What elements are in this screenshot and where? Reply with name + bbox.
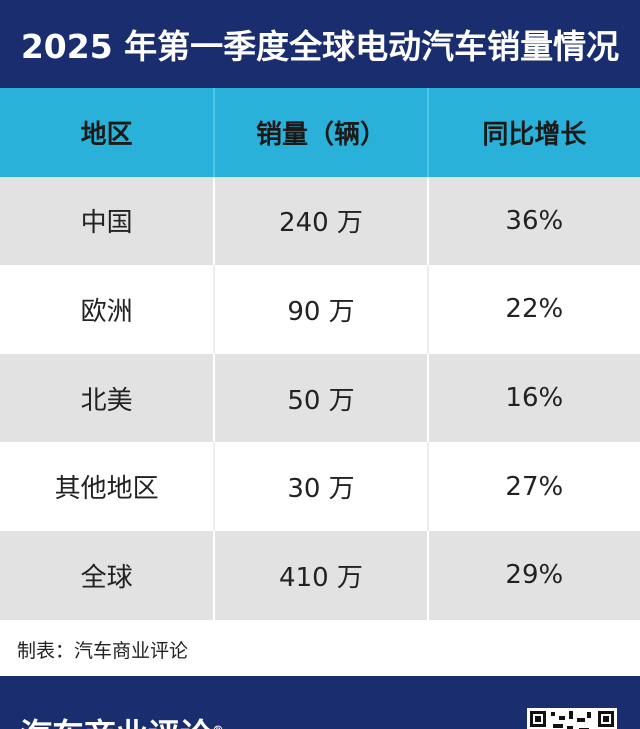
table-row: 中国 240 万 36% bbox=[0, 176, 640, 266]
table-cell: 240 万 bbox=[213, 176, 426, 266]
footer-band: 汽车商业评论® bbox=[0, 676, 640, 729]
table-cell: 90 万 bbox=[213, 265, 426, 354]
table-row: 欧洲 90 万 22% bbox=[0, 265, 640, 354]
table-cell: 30 万 bbox=[213, 442, 426, 531]
table-cell: 50 万 bbox=[213, 353, 426, 443]
table-row: 其他地区 30 万 27% bbox=[0, 442, 640, 531]
brand: 汽车商业评论® bbox=[20, 710, 224, 729]
table: 地区 销量（辆） 同比增长 中国 240 万 36% 欧洲 90 万 22% 北美 50 万 16% 其… bbox=[0, 88, 640, 620]
column-header: 销量（辆） bbox=[213, 88, 426, 177]
table-cell: 22% bbox=[426, 265, 640, 354]
table-cell: 16% bbox=[426, 353, 640, 443]
column-header: 同比增长 bbox=[426, 88, 640, 177]
table-cell: 29% bbox=[426, 530, 640, 620]
table-cell: 36% bbox=[426, 176, 640, 266]
brand-name: 汽车商业评论 bbox=[20, 716, 212, 729]
title: 2025 年第一季度全球电动汽车销量情况 bbox=[0, 0, 640, 88]
table-cell: 欧洲 bbox=[80, 296, 133, 327]
table-cell: 410 万 bbox=[213, 530, 426, 620]
table-cell: 全球 bbox=[80, 562, 133, 593]
qr-code bbox=[527, 708, 617, 729]
header-row: 地区 销量（辆） 同比增长 bbox=[0, 88, 640, 177]
table-cell: 北美 bbox=[80, 385, 133, 416]
table-row: 全球 410 万 29% bbox=[0, 530, 640, 620]
footer-note: 制表：汽车商业评论 bbox=[17, 640, 189, 662]
table-cell: 其他地区 bbox=[54, 474, 159, 505]
table-cell: 27% bbox=[426, 442, 640, 531]
table-cell: 中国 bbox=[80, 208, 133, 239]
brand-mark: ® bbox=[212, 723, 224, 729]
column-header: 地区 bbox=[80, 119, 133, 150]
table-row: 北美 50 万 16% bbox=[0, 353, 640, 443]
